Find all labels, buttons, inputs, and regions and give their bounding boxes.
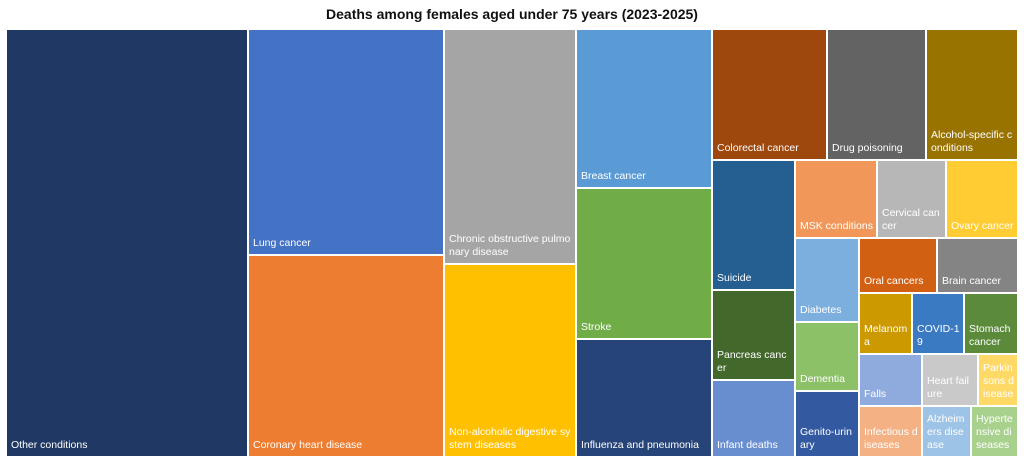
treemap-tile-label: Chronic obstructive pulmonary disease — [449, 233, 571, 258]
treemap-tile-label: Suicide — [717, 272, 752, 284]
treemap-tile-label: Drug poisoning — [832, 142, 903, 154]
treemap-tile: Hypertensive diseases — [971, 406, 1018, 457]
treemap-tile: Lung cancer — [248, 29, 444, 255]
treemap-tile: Genito-urinary — [795, 391, 859, 457]
treemap-tile: Diabetes — [795, 238, 859, 322]
treemap-tile: Drug poisoning — [827, 29, 926, 160]
treemap-tile: Other conditions — [6, 29, 248, 457]
treemap-tile: Infectious diseases — [859, 406, 922, 457]
treemap-tile: Alcohol-specific conditions — [926, 29, 1018, 160]
treemap-tile: Influenza and pneumonia — [576, 339, 712, 457]
treemap-tile-label: Cervical cancer — [882, 207, 940, 232]
treemap-tile: Melanoma — [859, 293, 912, 354]
treemap-tile: Cervical cancer — [877, 160, 946, 238]
treemap-tile: Suicide — [712, 160, 795, 290]
treemap-tile: Alzheimers disease — [922, 406, 971, 457]
treemap-tile-label: Stroke — [581, 321, 612, 333]
treemap-tile-label: Stomach cancer — [969, 323, 1011, 348]
treemap-tile: Colorectal cancer — [712, 29, 827, 160]
treemap-tile: Ovary cancer — [946, 160, 1018, 238]
treemap-tile-label: Dementia — [800, 373, 845, 385]
treemap-tile-label: Breast cancer — [581, 170, 646, 182]
treemap-tile-label: Hypertensive diseases — [976, 413, 1013, 451]
treemap-tile: Dementia — [795, 322, 859, 391]
treemap-tile: COVID-19 — [912, 293, 964, 354]
treemap-tile-label: Brain cancer — [942, 275, 1001, 287]
treemap-tile-label: Lung cancer — [253, 237, 311, 249]
treemap-tile-label: Heart failure — [927, 375, 970, 400]
treemap-tile-label: COVID-19 — [917, 323, 960, 348]
treemap-tile: Stomach cancer — [964, 293, 1018, 354]
treemap-tile-label: Parkinsons disease — [983, 362, 1014, 400]
treemap-tile-label: Ovary cancer — [951, 220, 1014, 232]
treemap-tile: Chronic obstructive pulmonary disease — [444, 29, 576, 264]
treemap-plot-area: Other conditions Lung cancer Coronary hear… — [6, 29, 1018, 457]
treemap-tile-label: Oral cancers — [864, 275, 924, 287]
treemap-tile-label: Non-alcoholic digestive system diseases — [449, 426, 571, 451]
treemap-tile: Infant deaths — [712, 380, 795, 457]
treemap-tile-label: Infant deaths — [717, 439, 778, 451]
treemap-tile-label: Influenza and pneumonia — [581, 439, 699, 451]
treemap-tile-label: Infectious diseases — [864, 426, 918, 451]
treemap-tile-label: Diabetes — [800, 304, 842, 316]
treemap-tile: Pancreas cancer — [712, 290, 795, 380]
chart-title: Deaths among females aged under 75 years… — [326, 6, 698, 22]
treemap-tile-label: Alzheimers disease — [927, 413, 965, 451]
treemap-tile: Non-alcoholic digestive system diseases — [444, 264, 576, 457]
treemap-tile-label: Falls — [864, 388, 887, 400]
treemap-tile: MSK conditions — [795, 160, 877, 238]
treemap-tile: Stroke — [576, 188, 712, 339]
treemap-tile-label: Pancreas cancer — [717, 349, 787, 374]
treemap-tile: Parkinsons disease — [978, 354, 1018, 406]
treemap-tile-label: Colorectal cancer — [717, 142, 799, 154]
treemap-tile: Heart failure — [922, 354, 978, 406]
treemap-tile: Oral cancers — [859, 238, 937, 293]
treemap-tile-label: Other conditions — [11, 439, 88, 451]
treemap-tile-label: Melanoma — [864, 323, 908, 348]
treemap-tile: Coronary heart disease — [248, 255, 444, 457]
treemap-tile: Breast cancer — [576, 29, 712, 188]
treemap-tile-label: Genito-urinary — [800, 426, 852, 451]
treemap-tile-label: Coronary heart disease — [253, 439, 363, 451]
treemap-tile-label: MSK conditions — [800, 220, 873, 232]
treemap-tile-label: Alcohol-specific conditions — [931, 129, 1013, 154]
treemap-tile: Brain cancer — [937, 238, 1018, 293]
treemap-tile: Falls — [859, 354, 922, 406]
